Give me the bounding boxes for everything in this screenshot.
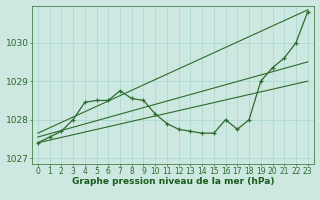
X-axis label: Graphe pression niveau de la mer (hPa): Graphe pression niveau de la mer (hPa) [72,177,274,186]
